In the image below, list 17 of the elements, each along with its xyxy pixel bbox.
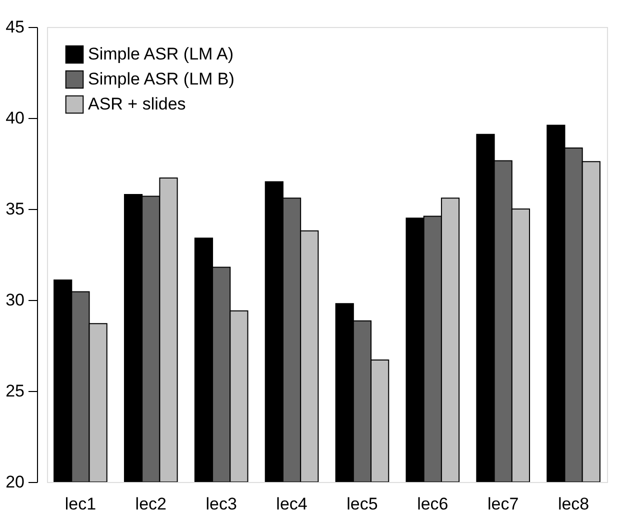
legend-label: ASR + slides — [88, 94, 186, 114]
y-tick-label: 30 — [6, 290, 24, 310]
x-tick-label: lec8 — [558, 494, 590, 514]
y-tick-label: 35 — [6, 200, 24, 218]
x-tick-label: lec1 — [64, 494, 96, 514]
y-tick-label: 20 — [6, 472, 24, 492]
x-tick-label: lec5 — [346, 494, 378, 514]
y-tick-label: 40 — [6, 108, 24, 128]
x-tick-label: lec2 — [135, 494, 166, 514]
x-tick-label: lec4 — [276, 494, 308, 514]
x-tick-label: lec3 — [206, 494, 237, 514]
x-tick-label: lec7 — [488, 494, 519, 514]
y-tick-label: 25 — [6, 382, 24, 400]
legend-label: Simple ASR (LM B) — [88, 70, 234, 88]
x-tick-label: lec6 — [417, 494, 448, 514]
y-tick-label: 45 — [6, 18, 24, 36]
legend-label: Simple ASR (LM A) — [88, 44, 234, 64]
